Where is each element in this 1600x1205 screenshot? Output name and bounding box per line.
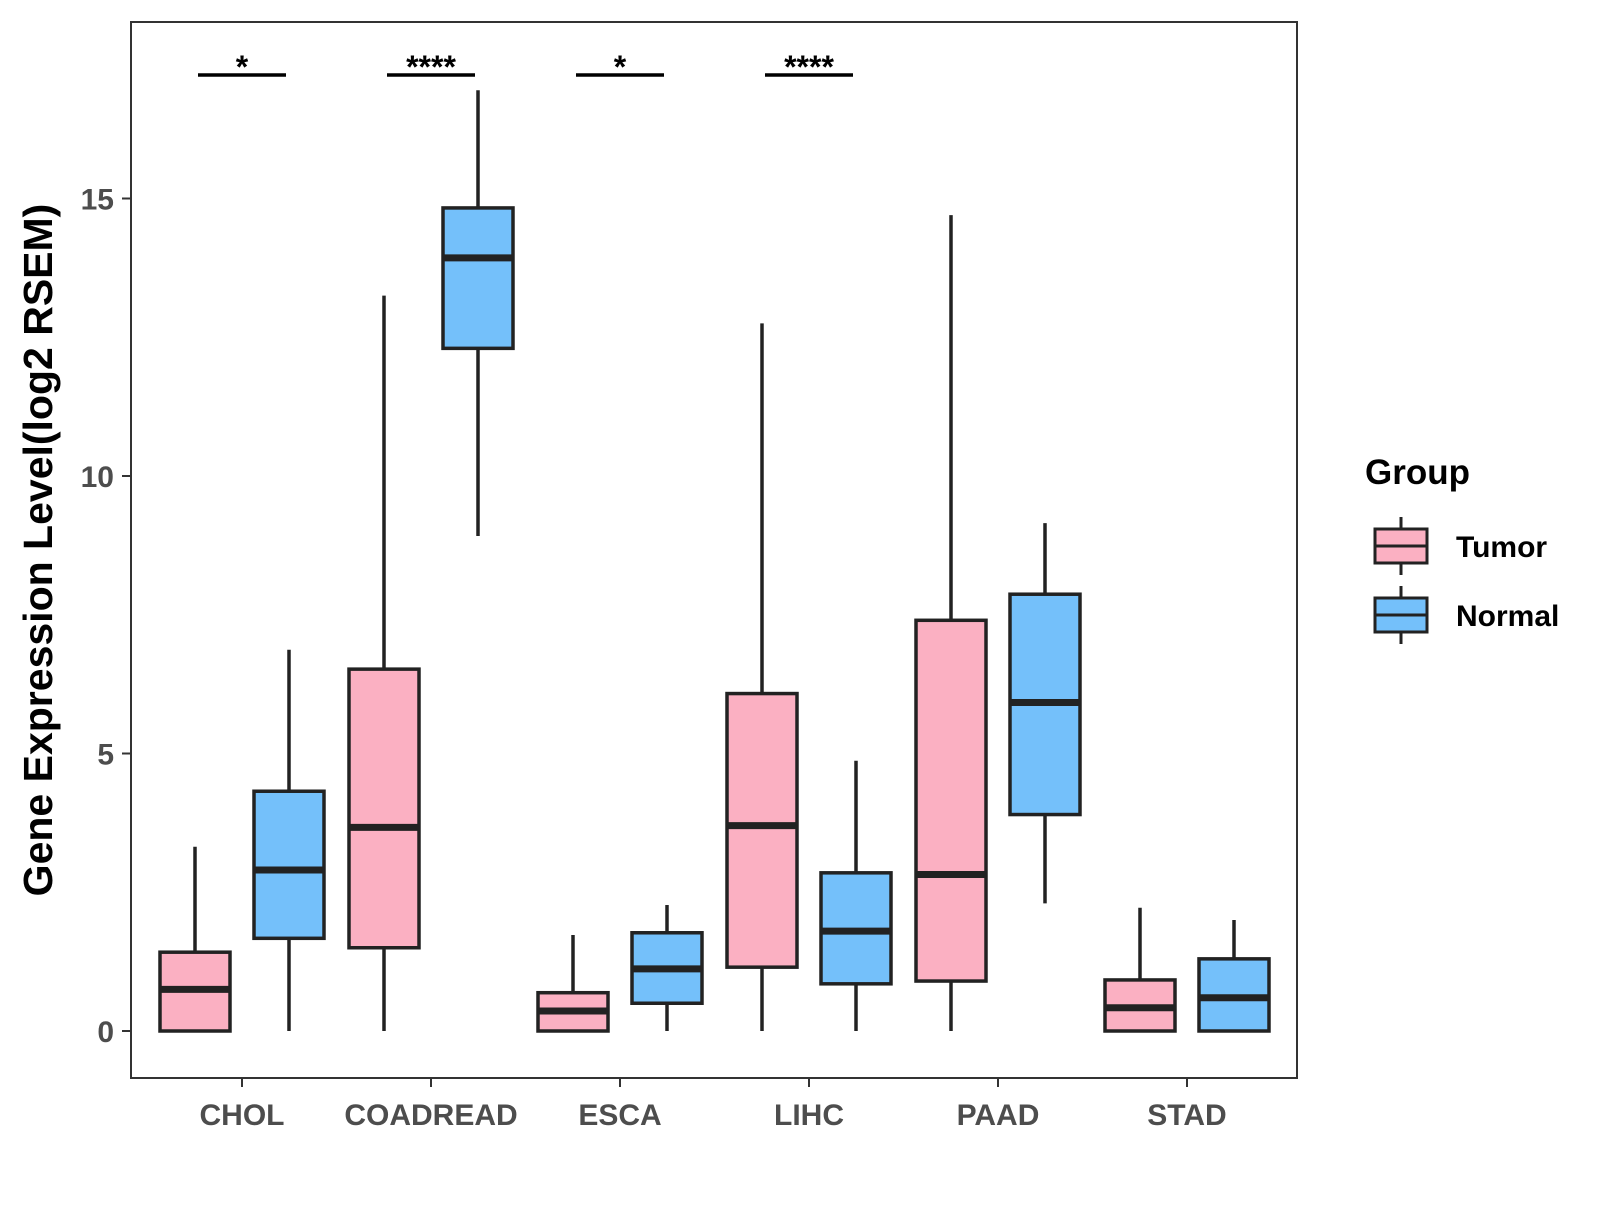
- legend-label: Normal: [1456, 600, 1559, 633]
- x-axis: CHOL COADREAD ESCA LIHC PAAD STAD: [200, 1078, 1227, 1132]
- x-tick-label: LIHC: [774, 1099, 844, 1132]
- box-body: [347, 667, 421, 950]
- y-tick-label: 10: [81, 461, 114, 494]
- y-tick-label: 5: [97, 739, 114, 772]
- x-tick-label: STAD: [1147, 1099, 1226, 1132]
- x-tick-label: ESCA: [578, 1099, 661, 1132]
- box-tumor-esca: [536, 934, 610, 1033]
- legend-title: Group: [1365, 453, 1470, 492]
- legend-label: Tumor: [1456, 531, 1547, 564]
- box-body: [252, 789, 326, 941]
- significance-chol: *: [198, 49, 286, 85]
- significance-coadread: ****: [387, 49, 475, 85]
- y-axis-label: Gene Expression Level(log2 RSEM): [15, 204, 61, 897]
- box-normal-chol: [252, 649, 326, 1031]
- box-tumor-chol: [158, 846, 232, 1033]
- box-normal-lihc: [819, 760, 893, 1031]
- box-tumor-paad: [914, 215, 988, 1031]
- box-normal-coadread: [441, 90, 515, 536]
- box-tumor-coadread: [347, 295, 421, 1031]
- y-tick-label: 15: [81, 184, 114, 217]
- box-normal-esca: [630, 905, 704, 1031]
- x-tick-label: CHOL: [200, 1099, 285, 1132]
- box-body: [725, 691, 799, 969]
- plot-layer: * **** * ****: [158, 49, 1271, 1033]
- significance-esca: *: [576, 49, 664, 85]
- box-tumor-lihc: [725, 323, 799, 1031]
- significance-lihc: ****: [765, 49, 853, 85]
- x-tick-label: COADREAD: [344, 1099, 517, 1132]
- x-tick-label: PAAD: [957, 1099, 1040, 1132]
- significance-label: *: [236, 49, 249, 85]
- box-tumor-stad: [1103, 907, 1177, 1033]
- box-normal-stad: [1197, 920, 1271, 1033]
- box-body: [441, 206, 515, 351]
- significance-label: ****: [406, 49, 456, 85]
- y-tick-label: 0: [97, 1016, 114, 1049]
- box-body: [914, 618, 988, 983]
- legend-item-tumor: Tumor: [1373, 517, 1547, 575]
- y-axis: 0 5 10 15: [81, 184, 131, 1049]
- legend-item-normal: Normal: [1373, 586, 1559, 644]
- plot-panel-border: [130, 21, 1298, 1079]
- significance-label: *: [614, 49, 627, 85]
- legend: Group Tumor Normal: [1365, 453, 1559, 644]
- significance-label: ****: [784, 49, 834, 85]
- box-normal-paad: [1008, 523, 1082, 904]
